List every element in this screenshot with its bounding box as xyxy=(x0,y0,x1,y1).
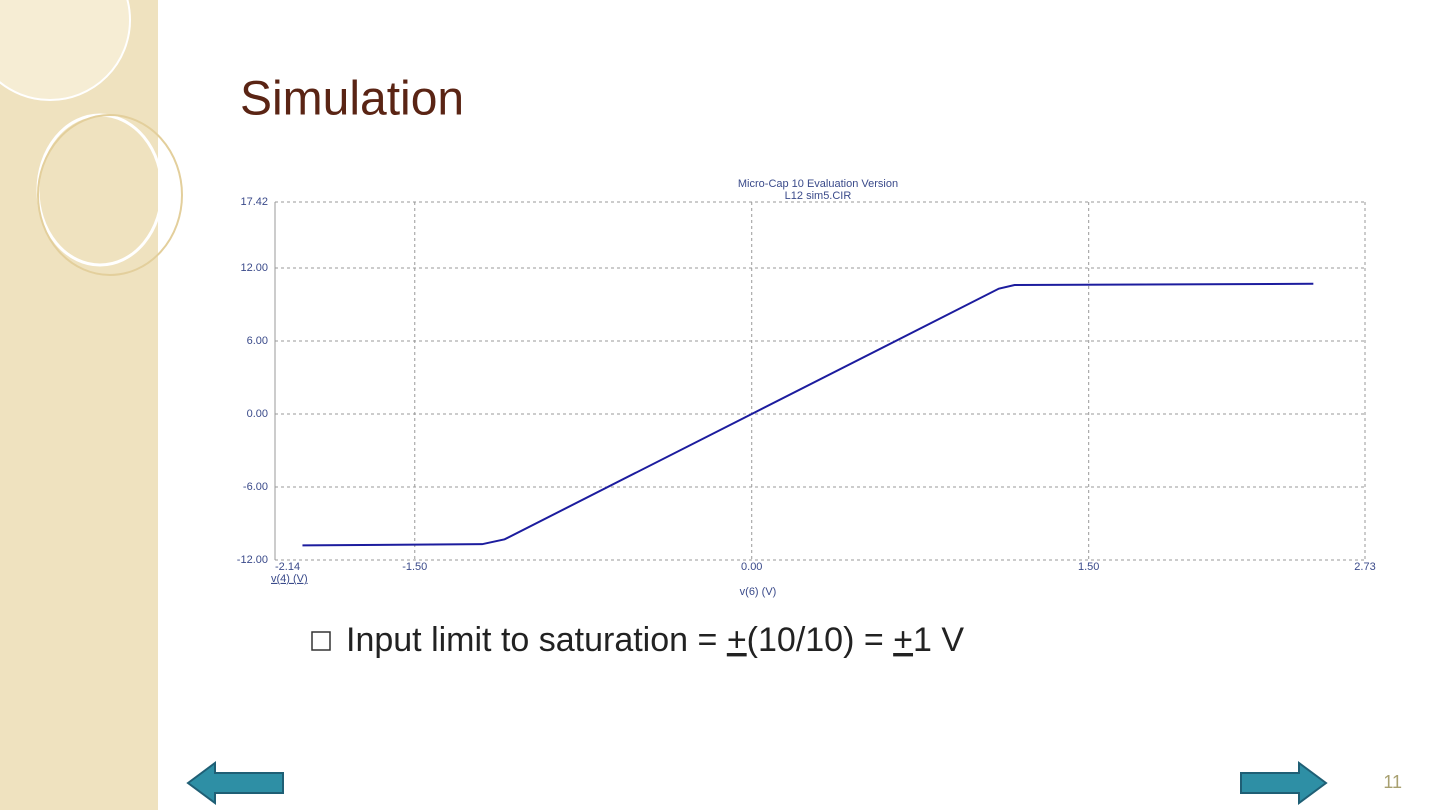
page-number: 11 xyxy=(1383,772,1402,792)
x-axis-label: v(6) (V) xyxy=(740,586,777,598)
x-tick-label: 1.50 xyxy=(1078,561,1099,573)
y-tick-label: 17.42 xyxy=(240,196,268,208)
slide-title: Simulation xyxy=(240,73,464,126)
bullet-part: + xyxy=(727,621,747,659)
y-tick-label: 6.00 xyxy=(247,335,268,347)
bullet-part: (10/10) = xyxy=(747,621,893,659)
x-tick-label: -1.50 xyxy=(402,561,427,573)
legend-label: v(4) (V) xyxy=(271,573,308,585)
y-tick-label: 12.00 xyxy=(240,262,268,274)
series-line xyxy=(302,282,1314,547)
next-arrow[interactable] xyxy=(1240,761,1328,805)
side-strip xyxy=(0,0,158,810)
bullet-part: + xyxy=(893,621,913,659)
x-tick-label: 0.00 xyxy=(741,561,762,573)
bullet-text: Input limit to saturation = +(10/10) = +… xyxy=(346,621,964,659)
y-tick-label: -6.00 xyxy=(243,481,268,493)
decor-circle xyxy=(0,0,131,101)
decor-ring xyxy=(37,114,183,276)
bullet-box xyxy=(311,631,331,651)
bullet-part: 1 V xyxy=(913,621,964,659)
y-tick-label: -12.00 xyxy=(237,554,268,566)
x-tick-label: -2.14 xyxy=(275,561,300,573)
prev-arrow[interactable] xyxy=(186,761,284,805)
chart-subtitle: L12 sim5.CIR xyxy=(785,190,852,202)
bullet-part: Input limit to saturation = xyxy=(346,621,727,659)
y-tick-label: 0.00 xyxy=(247,408,268,420)
chart-title: Micro-Cap 10 Evaluation Version xyxy=(738,178,898,190)
x-tick-label: 2.73 xyxy=(1354,561,1375,573)
